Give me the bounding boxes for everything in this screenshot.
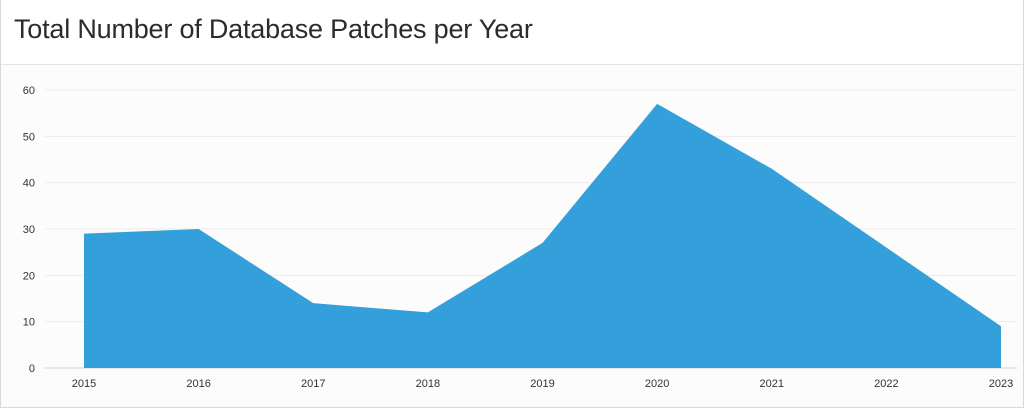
x-tick-label-2022: 2022 (874, 378, 898, 390)
x-tick-label-2021: 2021 (760, 378, 784, 390)
y-tick-label-30: 30 (23, 224, 35, 236)
y-tick-label-60: 60 (23, 85, 35, 97)
x-tick-label-2017: 2017 (301, 378, 325, 390)
x-tick-label-2016: 2016 (186, 378, 210, 390)
plot-area: 0 10 20 30 40 50 60 2015 2016 2017 2018 2019 2020 202… (1, 65, 1023, 408)
area-chart: 0 10 20 30 40 50 60 2015 2016 2017 2018 2019 2020 202… (1, 65, 1023, 408)
area-series (84, 104, 1001, 368)
y-tick-label-50: 50 (23, 131, 35, 143)
y-tick-label-0: 0 (29, 363, 35, 375)
y-tick-label-40: 40 (23, 178, 35, 190)
x-tick-label-2020: 2020 (645, 378, 669, 390)
x-tick-label-2023: 2023 (989, 378, 1013, 390)
y-tick-label-20: 20 (23, 270, 35, 282)
x-tick-label-2019: 2019 (530, 378, 554, 390)
x-tick-label-2018: 2018 (416, 378, 440, 390)
x-tick-label-2015: 2015 (72, 378, 96, 390)
chart-title: Total Number of Database Patches per Yea… (14, 14, 533, 45)
chart-header: Total Number of Database Patches per Yea… (1, 0, 1023, 65)
y-tick-label-10: 10 (23, 317, 35, 329)
